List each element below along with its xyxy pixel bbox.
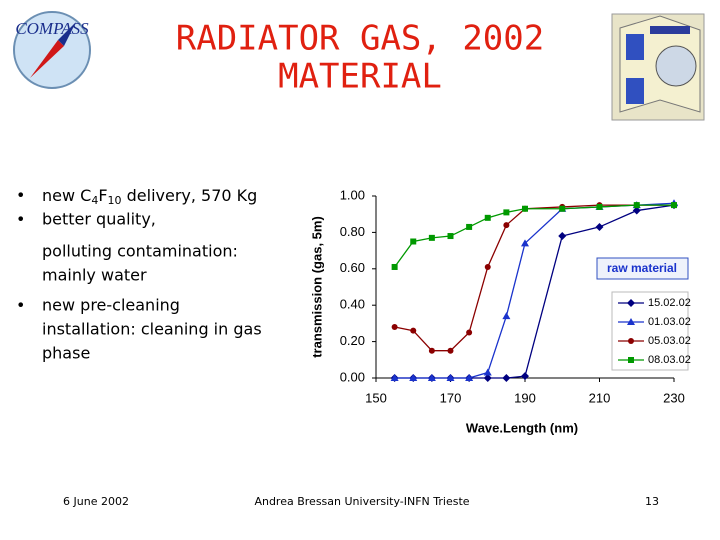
marker xyxy=(559,205,566,212)
marker xyxy=(521,372,529,381)
marker xyxy=(391,263,398,270)
marker xyxy=(633,202,640,209)
marker xyxy=(627,299,635,307)
marker xyxy=(484,214,491,221)
marker xyxy=(466,223,473,230)
text: delivery, 570 Kg xyxy=(122,186,258,205)
marker xyxy=(596,203,603,210)
marker xyxy=(391,324,398,331)
bullet-dot: • xyxy=(16,210,25,229)
annotation-box xyxy=(596,257,689,280)
marker xyxy=(502,312,511,320)
marker xyxy=(409,374,418,381)
logo-text: COMPASS xyxy=(15,19,89,38)
marker xyxy=(483,374,492,382)
x-tick-label: 230 xyxy=(663,390,685,405)
legend-label: 05.03.02 xyxy=(648,335,691,347)
marker xyxy=(627,318,635,325)
title: MATERIAL xyxy=(278,57,442,97)
text: new C xyxy=(42,186,91,205)
subscript: 10 xyxy=(108,194,122,207)
marker xyxy=(632,206,641,215)
marker xyxy=(484,263,491,270)
series-line xyxy=(394,204,674,352)
series-line xyxy=(394,204,674,268)
marker xyxy=(628,357,634,363)
bullet-text: new pre-cleaning xyxy=(42,296,180,315)
marker xyxy=(558,232,567,241)
x-tick-label: 170 xyxy=(440,390,462,405)
y-tick-label: 0.00 xyxy=(340,369,365,384)
bullet-text: installation: cleaning in gas xyxy=(42,320,262,339)
bullet-text: phase xyxy=(42,344,90,363)
subscript: 4 xyxy=(91,194,98,207)
x-tick-label: 150 xyxy=(365,390,387,405)
y-tick-label: 0.80 xyxy=(340,224,365,239)
marker xyxy=(428,347,435,354)
legend-label: 15.02.02 xyxy=(648,297,691,309)
bullet-dot: • xyxy=(16,296,25,315)
marker xyxy=(521,239,529,247)
bullet-text: new C4F10 delivery, 570 Kg xyxy=(42,186,257,208)
bullet-dot: • xyxy=(16,186,25,205)
detector-picture xyxy=(611,13,705,121)
x-axis-title: Wave.Length (nm) xyxy=(466,420,578,435)
footer-author: Andrea Bressan University-INFN Trieste xyxy=(254,495,469,508)
marker xyxy=(483,368,492,376)
legend-box xyxy=(611,291,689,371)
footer-date: 6 June 2002 xyxy=(63,495,129,508)
marker xyxy=(390,374,399,381)
marker xyxy=(502,374,511,382)
marker xyxy=(410,238,417,245)
bullet-text: mainly water xyxy=(42,266,147,285)
marker xyxy=(671,202,677,209)
marker xyxy=(503,209,510,216)
marker xyxy=(466,329,473,336)
marker xyxy=(446,374,455,381)
marker xyxy=(628,338,634,344)
marker xyxy=(447,233,454,240)
y-axis-title: transmission (gas, 5m) xyxy=(309,216,324,358)
marker xyxy=(410,327,417,334)
text: F xyxy=(98,186,107,205)
x-tick-label: 190 xyxy=(514,390,536,405)
series-line xyxy=(394,202,675,379)
annotation: raw material xyxy=(607,261,677,275)
page-number: 13 xyxy=(645,495,659,508)
marker xyxy=(447,347,454,354)
title: RADIATOR GAS, 2002 xyxy=(176,19,544,59)
marker xyxy=(428,234,435,241)
x-tick-label: 210 xyxy=(589,390,611,405)
logo: COMPASS xyxy=(13,11,91,89)
legend-label: 01.03.02 xyxy=(648,316,691,328)
y-tick-label: 1.00 xyxy=(340,187,365,202)
y-tick-label: 0.40 xyxy=(340,297,365,312)
bullet-text: better quality, xyxy=(42,210,156,229)
bullet-text: polluting contamination: xyxy=(42,242,238,261)
marker xyxy=(465,374,474,381)
marker xyxy=(595,222,604,231)
y-tick-label: 0.60 xyxy=(340,260,365,275)
marker xyxy=(427,374,436,381)
legend-label: 08.03.02 xyxy=(648,354,691,366)
marker xyxy=(503,222,510,229)
y-tick-label: 0.20 xyxy=(340,333,365,348)
marker xyxy=(522,205,528,212)
